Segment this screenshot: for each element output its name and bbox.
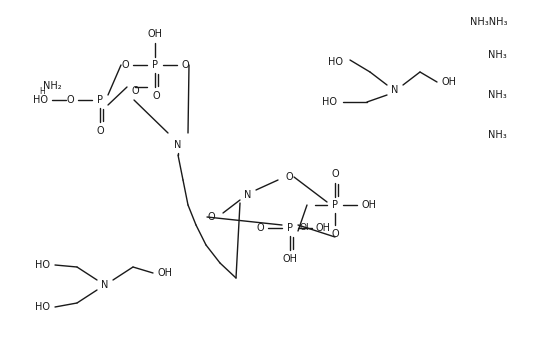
Text: O: O	[331, 169, 339, 179]
Text: OH: OH	[441, 77, 456, 87]
Text: OH: OH	[147, 29, 162, 39]
Text: NH₂: NH₂	[43, 81, 62, 91]
Text: Ol: Ol	[299, 223, 309, 232]
Text: P: P	[97, 95, 103, 105]
Text: O: O	[131, 86, 139, 96]
Text: HO: HO	[35, 302, 50, 312]
Text: P: P	[332, 200, 338, 210]
Text: O: O	[207, 212, 215, 222]
Text: O: O	[96, 126, 104, 136]
Text: OH: OH	[282, 254, 297, 264]
Text: OH: OH	[361, 200, 376, 210]
Text: O: O	[286, 172, 294, 182]
Text: N: N	[175, 140, 182, 150]
Text: NH₃: NH₃	[488, 50, 507, 60]
Text: NH₃: NH₃	[488, 90, 507, 100]
Text: HO: HO	[322, 97, 337, 107]
Text: HO: HO	[35, 260, 50, 270]
Text: P: P	[287, 223, 293, 233]
Text: O: O	[66, 95, 74, 105]
Text: OH: OH	[157, 268, 172, 278]
Text: OH: OH	[316, 223, 331, 233]
Text: O: O	[256, 223, 264, 233]
Text: O: O	[121, 60, 129, 70]
Text: N: N	[391, 85, 399, 95]
Text: H: H	[39, 87, 45, 96]
Text: O: O	[152, 91, 160, 101]
Text: HO: HO	[328, 57, 343, 67]
Text: HO: HO	[33, 95, 48, 105]
Text: NH₃: NH₃	[488, 130, 507, 140]
Text: O: O	[181, 60, 188, 70]
Text: P: P	[152, 60, 158, 70]
Text: N: N	[101, 280, 108, 290]
Text: O: O	[331, 229, 339, 239]
Text: N: N	[244, 190, 252, 200]
Text: NH₃NH₃: NH₃NH₃	[470, 17, 508, 27]
